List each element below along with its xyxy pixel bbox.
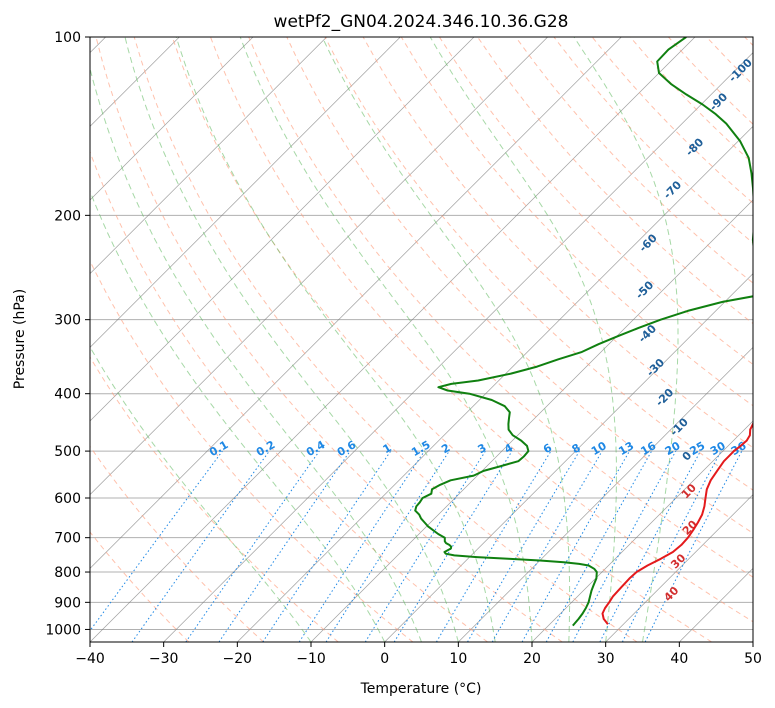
reference-lines [90, 37, 753, 642]
moist-adiabat-line [90, 189, 386, 642]
moist-adiabat-line [90, 346, 312, 642]
isotherm-line [752, 641, 753, 642]
y-tick-label: 500 [54, 444, 81, 460]
mixing-ratio-line [393, 450, 513, 642]
isotherm-line [605, 494, 753, 642]
isotherm-line [90, 37, 475, 422]
y-tick-label: 900 [54, 595, 81, 611]
plot-grid [90, 37, 753, 642]
x-tick-label: 0 [380, 651, 389, 667]
mixing-ratio-line [644, 450, 743, 642]
isotherm-line [90, 37, 254, 201]
dry-adiabat-line [400, 37, 753, 407]
dry-adiabat-line [286, 37, 753, 534]
isotherm-line [237, 125, 753, 642]
dry-adiabat-line [90, 150, 488, 642]
isotherm-line [90, 37, 622, 569]
plot-frame [89, 36, 754, 643]
x-tick-label: −10 [296, 651, 326, 667]
dry-adiabat-line [210, 37, 753, 623]
y-tick-label: 1000 [45, 622, 81, 638]
isotherm-line [90, 37, 696, 642]
y-tick-label: 200 [54, 208, 81, 224]
y-tick-label: 600 [54, 491, 81, 507]
profile-series [414, 37, 753, 627]
x-tick-label: 30 [597, 651, 615, 667]
x-tick-label: −30 [149, 651, 179, 667]
mixing-ratio-line [325, 450, 450, 642]
dry-adiabat-line [90, 445, 264, 642]
temperature-profile-line [601, 421, 753, 625]
plot-background [90, 37, 753, 642]
y-tick-label: 300 [54, 313, 81, 329]
chart-title: wetPf2_GN04.2024.346.10.36.G28 [274, 12, 569, 32]
isotherm-line [90, 37, 401, 348]
y-tick-label: 100 [54, 30, 81, 46]
isotherm-line [163, 52, 753, 642]
moist-adiabat-line [90, 66, 422, 642]
dry-adiabat-line [515, 37, 753, 284]
dry-adiabat-line [438, 37, 753, 366]
dry-adiabat-line [90, 259, 414, 642]
dry-adiabat-line [171, 37, 712, 642]
mixing-ratio-line [131, 450, 270, 642]
moist-adiabat-line [321, 37, 571, 642]
y-axis-label: Pressure (hPa) [12, 289, 28, 389]
mixing-ratio-line [572, 450, 677, 642]
x-tick-label: 20 [523, 651, 541, 667]
isotherm-line [90, 37, 548, 496]
x-tick-label: −20 [223, 651, 253, 667]
dewpoint-profile-line [414, 37, 753, 627]
mixing-ratio-line [185, 450, 320, 642]
mixing-ratio-line [545, 450, 653, 642]
x-tick-label: 50 [744, 651, 762, 667]
mixing-ratio-line [262, 450, 392, 642]
dry-adiabat-line [90, 356, 339, 642]
dry-adiabat-line [133, 37, 638, 642]
mixing-ratio-line [521, 450, 630, 642]
moist-adiabat-line [175, 37, 496, 642]
isotherm-line [531, 420, 753, 642]
y-tick-label: 400 [54, 387, 81, 403]
dry-adiabat-line [95, 37, 563, 642]
mixing-ratio-line [298, 450, 425, 642]
isotherm-line [90, 37, 327, 275]
y-tick-label: 700 [54, 531, 81, 547]
moist-adiabat-line [239, 37, 533, 642]
moist-adiabat-line [124, 37, 459, 642]
y-tick-label: 800 [54, 565, 81, 581]
x-axis-label: Temperature (°C) [360, 681, 482, 697]
moist-adiabat-line [573, 37, 679, 642]
isotherm-line [384, 273, 753, 642]
x-tick-label: 40 [670, 651, 688, 667]
dry-adiabat-line [248, 37, 753, 578]
x-tick-label: −40 [75, 651, 105, 667]
x-tick-label: 10 [449, 651, 467, 667]
mixing-ratio-line [218, 450, 351, 642]
dry-adiabat-line [90, 531, 190, 642]
isotherm-line [458, 346, 753, 642]
mixing-ratio-line [90, 450, 223, 632]
